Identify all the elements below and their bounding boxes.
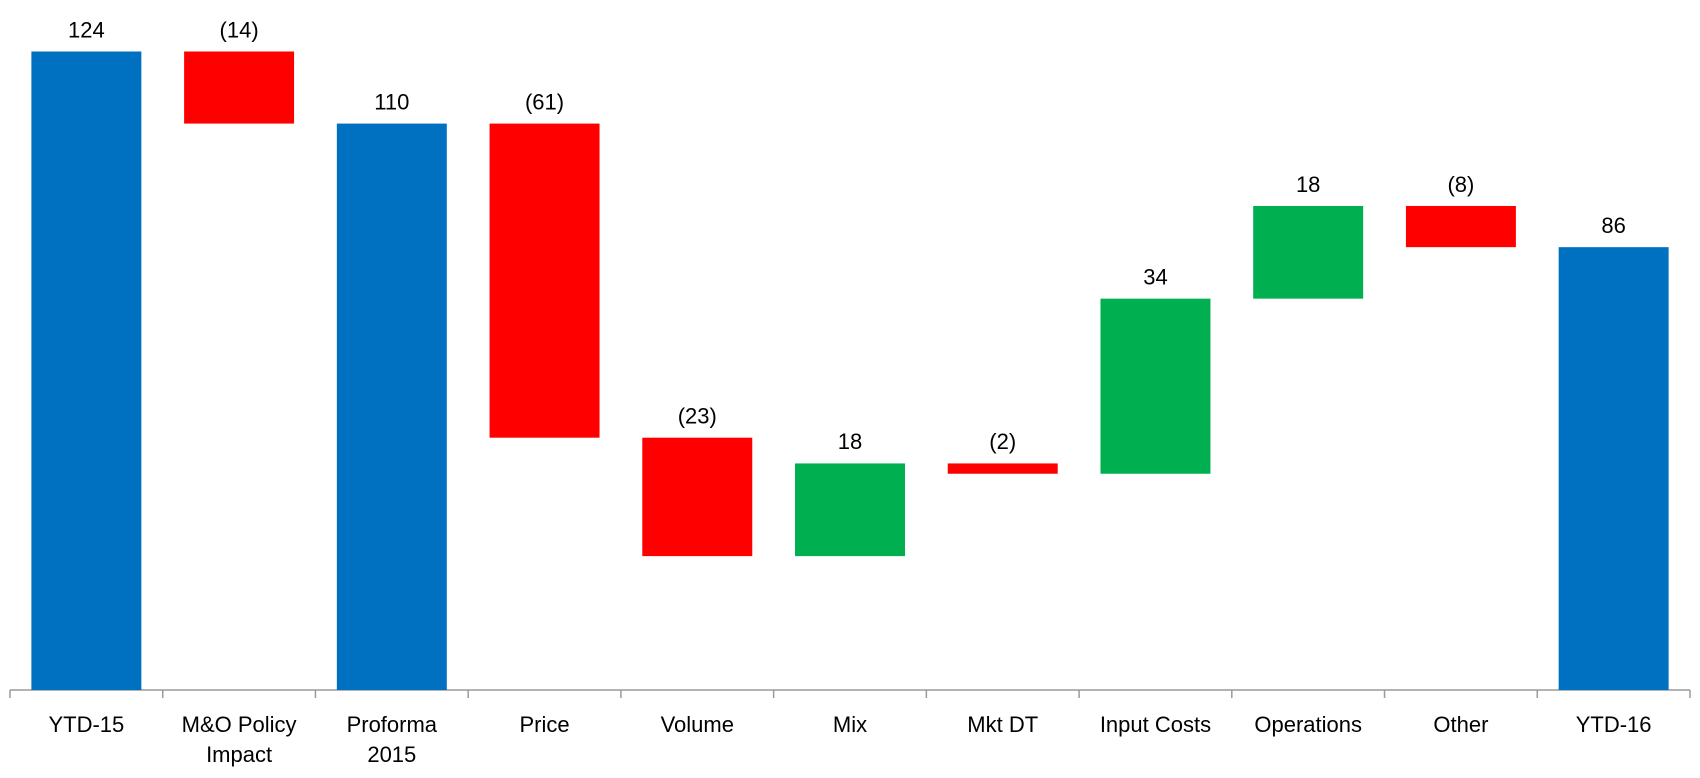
value-label: 124 — [68, 17, 105, 42]
value-label: (2) — [989, 429, 1016, 454]
bar — [947, 463, 1058, 474]
bar — [1253, 205, 1364, 299]
x-tick-label: YTD-15 — [48, 712, 124, 737]
x-tick-label: Operations — [1254, 712, 1362, 737]
value-label: 86 — [1601, 213, 1625, 238]
value-label: (23) — [678, 403, 717, 428]
x-tick-label: Proforma 2015 — [347, 712, 438, 767]
x-tick-label: Volume — [661, 712, 734, 737]
value-label: 34 — [1143, 264, 1167, 289]
value-label: (8) — [1447, 172, 1474, 197]
x-tick-label: M&O Policy Impact — [182, 712, 297, 767]
value-label: 18 — [838, 429, 862, 454]
bar — [336, 123, 447, 690]
value-label: 18 — [1296, 172, 1320, 197]
bar — [489, 123, 600, 438]
x-tick-label: Other — [1433, 712, 1488, 737]
bar — [1100, 298, 1211, 474]
x-tick-label: Input Costs — [1100, 712, 1211, 737]
value-label: (61) — [525, 89, 564, 114]
bar — [184, 51, 295, 124]
bar — [642, 437, 753, 557]
bar — [795, 463, 905, 557]
value-label: 110 — [374, 89, 409, 114]
x-tick-label: Price — [519, 712, 569, 737]
bar — [1405, 205, 1516, 248]
bar — [31, 51, 142, 690]
x-tick-label: Mix — [833, 712, 867, 737]
x-tick-label: YTD-16 — [1576, 712, 1652, 737]
value-label: (14) — [220, 17, 259, 42]
x-tick-label: Mkt DT — [967, 712, 1038, 737]
bar — [1558, 247, 1669, 690]
